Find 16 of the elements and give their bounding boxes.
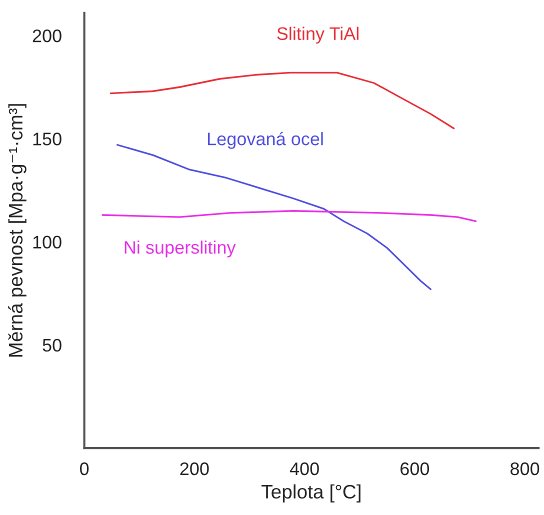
x-tick-label: 200 — [180, 462, 209, 476]
y-axis-title: Měrná pevnost [Mpa·g⁻¹·cm³] — [8, 104, 26, 357]
x-tick-label: 0 — [80, 462, 89, 476]
x-tick-label: 600 — [400, 462, 430, 476]
y-tick-label: 150 — [33, 132, 62, 146]
y-tick-label: 50 — [42, 338, 62, 352]
x-tick-label: 400 — [290, 462, 319, 476]
line-series — [102, 210, 477, 222]
series-label: Legovaná ocel — [208, 132, 323, 149]
line-series — [110, 72, 455, 130]
y-tick-label: 200 — [32, 29, 62, 42]
series-label: Slitiny TiAl — [277, 26, 358, 44]
x-tick-label: 800 — [510, 462, 540, 476]
y-tick-label: 100 — [33, 236, 62, 249]
series-label: Ni superslitiny — [124, 240, 236, 258]
x-axis-title: Teplota [°C] — [262, 484, 360, 502]
